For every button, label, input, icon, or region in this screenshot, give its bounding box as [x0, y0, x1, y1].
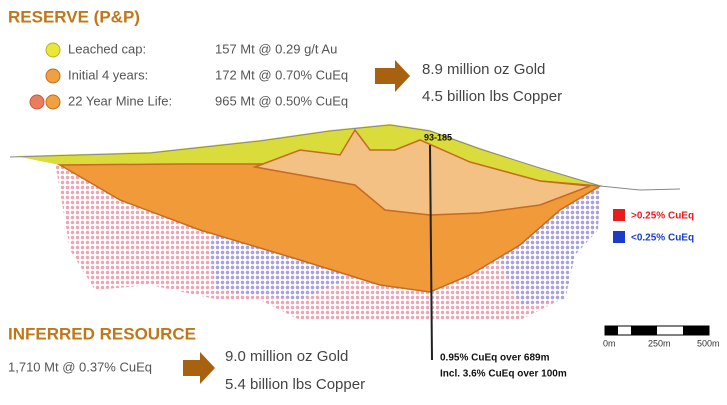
drill-hole-id: 93-185: [424, 132, 452, 142]
scale-label: 500m: [697, 338, 720, 348]
scale-segment: [605, 326, 618, 335]
row-value: 172 Mt @ 0.70% CuEq: [215, 67, 348, 82]
legend-dot: [29, 94, 45, 110]
drill-note: Incl. 3.6% CuEq over 100m: [440, 369, 567, 380]
arrow: [375, 60, 410, 92]
inferred-summary: 1,710 Mt @ 0.37% CuEq: [8, 359, 152, 374]
inferred-total: 5.4 billion lbs Copper: [225, 376, 365, 393]
legend-dot: [45, 94, 61, 110]
reserve-title: RESERVE (P&P): [8, 7, 140, 26]
drill-hole: [429, 144, 433, 361]
legend-swatch: [613, 209, 625, 221]
row-value: 157 Mt @ 0.29 g/t Au: [215, 41, 337, 56]
inferred-title: INFERRED RESOURCE: [8, 324, 196, 343]
reserve-total: 8.9 million oz Gold: [422, 61, 545, 78]
legend-dot: [45, 68, 61, 84]
inferred-total: 9.0 million oz Gold: [225, 348, 348, 365]
legend-label: >0.25% CuEq: [631, 211, 694, 222]
reserve-total: 4.5 billion lbs Copper: [422, 88, 562, 105]
legend-dot: [45, 42, 61, 58]
scale-segment: [683, 326, 709, 335]
drill-note: 0.95% CuEq over 689m: [440, 353, 550, 364]
pit-initial: [252, 128, 591, 216]
scale-bar: 0m 250m 500m: [603, 325, 720, 348]
ground-surface: [9, 124, 681, 191]
legend-label: <0.25% CuEq: [631, 233, 694, 244]
row-label: Initial 4 years:: [68, 67, 148, 82]
row-label: 22 Year Mine Life:: [68, 93, 172, 108]
legend-swatch: [613, 231, 625, 243]
scale-segment: [631, 326, 657, 335]
scale-label: 0m: [603, 338, 616, 348]
arrow: [183, 352, 215, 384]
scale-label: 250m: [648, 338, 671, 348]
row-label: Leached cap:: [68, 41, 146, 56]
cross-section: 93-185: [9, 124, 681, 361]
row-value: 965 Mt @ 0.50% CuEq: [215, 93, 348, 108]
